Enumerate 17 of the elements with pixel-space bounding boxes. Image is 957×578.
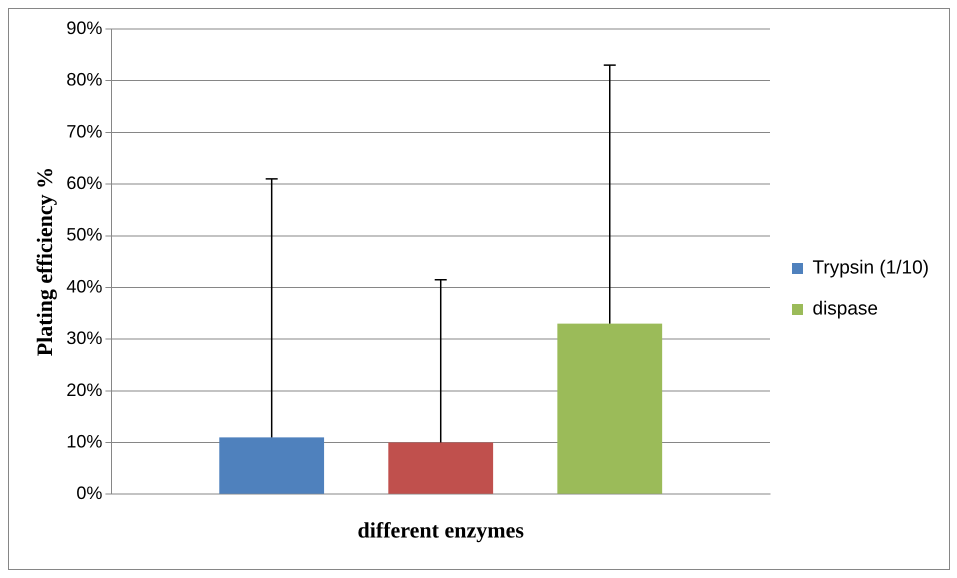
y-tick-label: 50% [66,224,102,245]
y-tick-label: 60% [66,173,102,194]
y-tick-label: 70% [66,121,102,142]
y-tick-label: 40% [66,276,102,296]
bar [219,437,324,494]
legend-label: Trypsin (1/10) [812,258,930,279]
y-tick-label: 10% [66,431,102,452]
bar [557,324,662,494]
bar [388,442,494,494]
y-tick-label: 80% [66,70,102,90]
y-tick-label: 30% [66,328,102,348]
legend-label: dispase [812,298,878,320]
y-tick-label: 0% [76,483,102,504]
x-axis-title: different enzymes [358,517,524,542]
y-tick-label: 90% [66,18,102,38]
y-tick-label: 20% [66,380,102,400]
y-axis-title: Plating efficiency % [32,166,57,356]
